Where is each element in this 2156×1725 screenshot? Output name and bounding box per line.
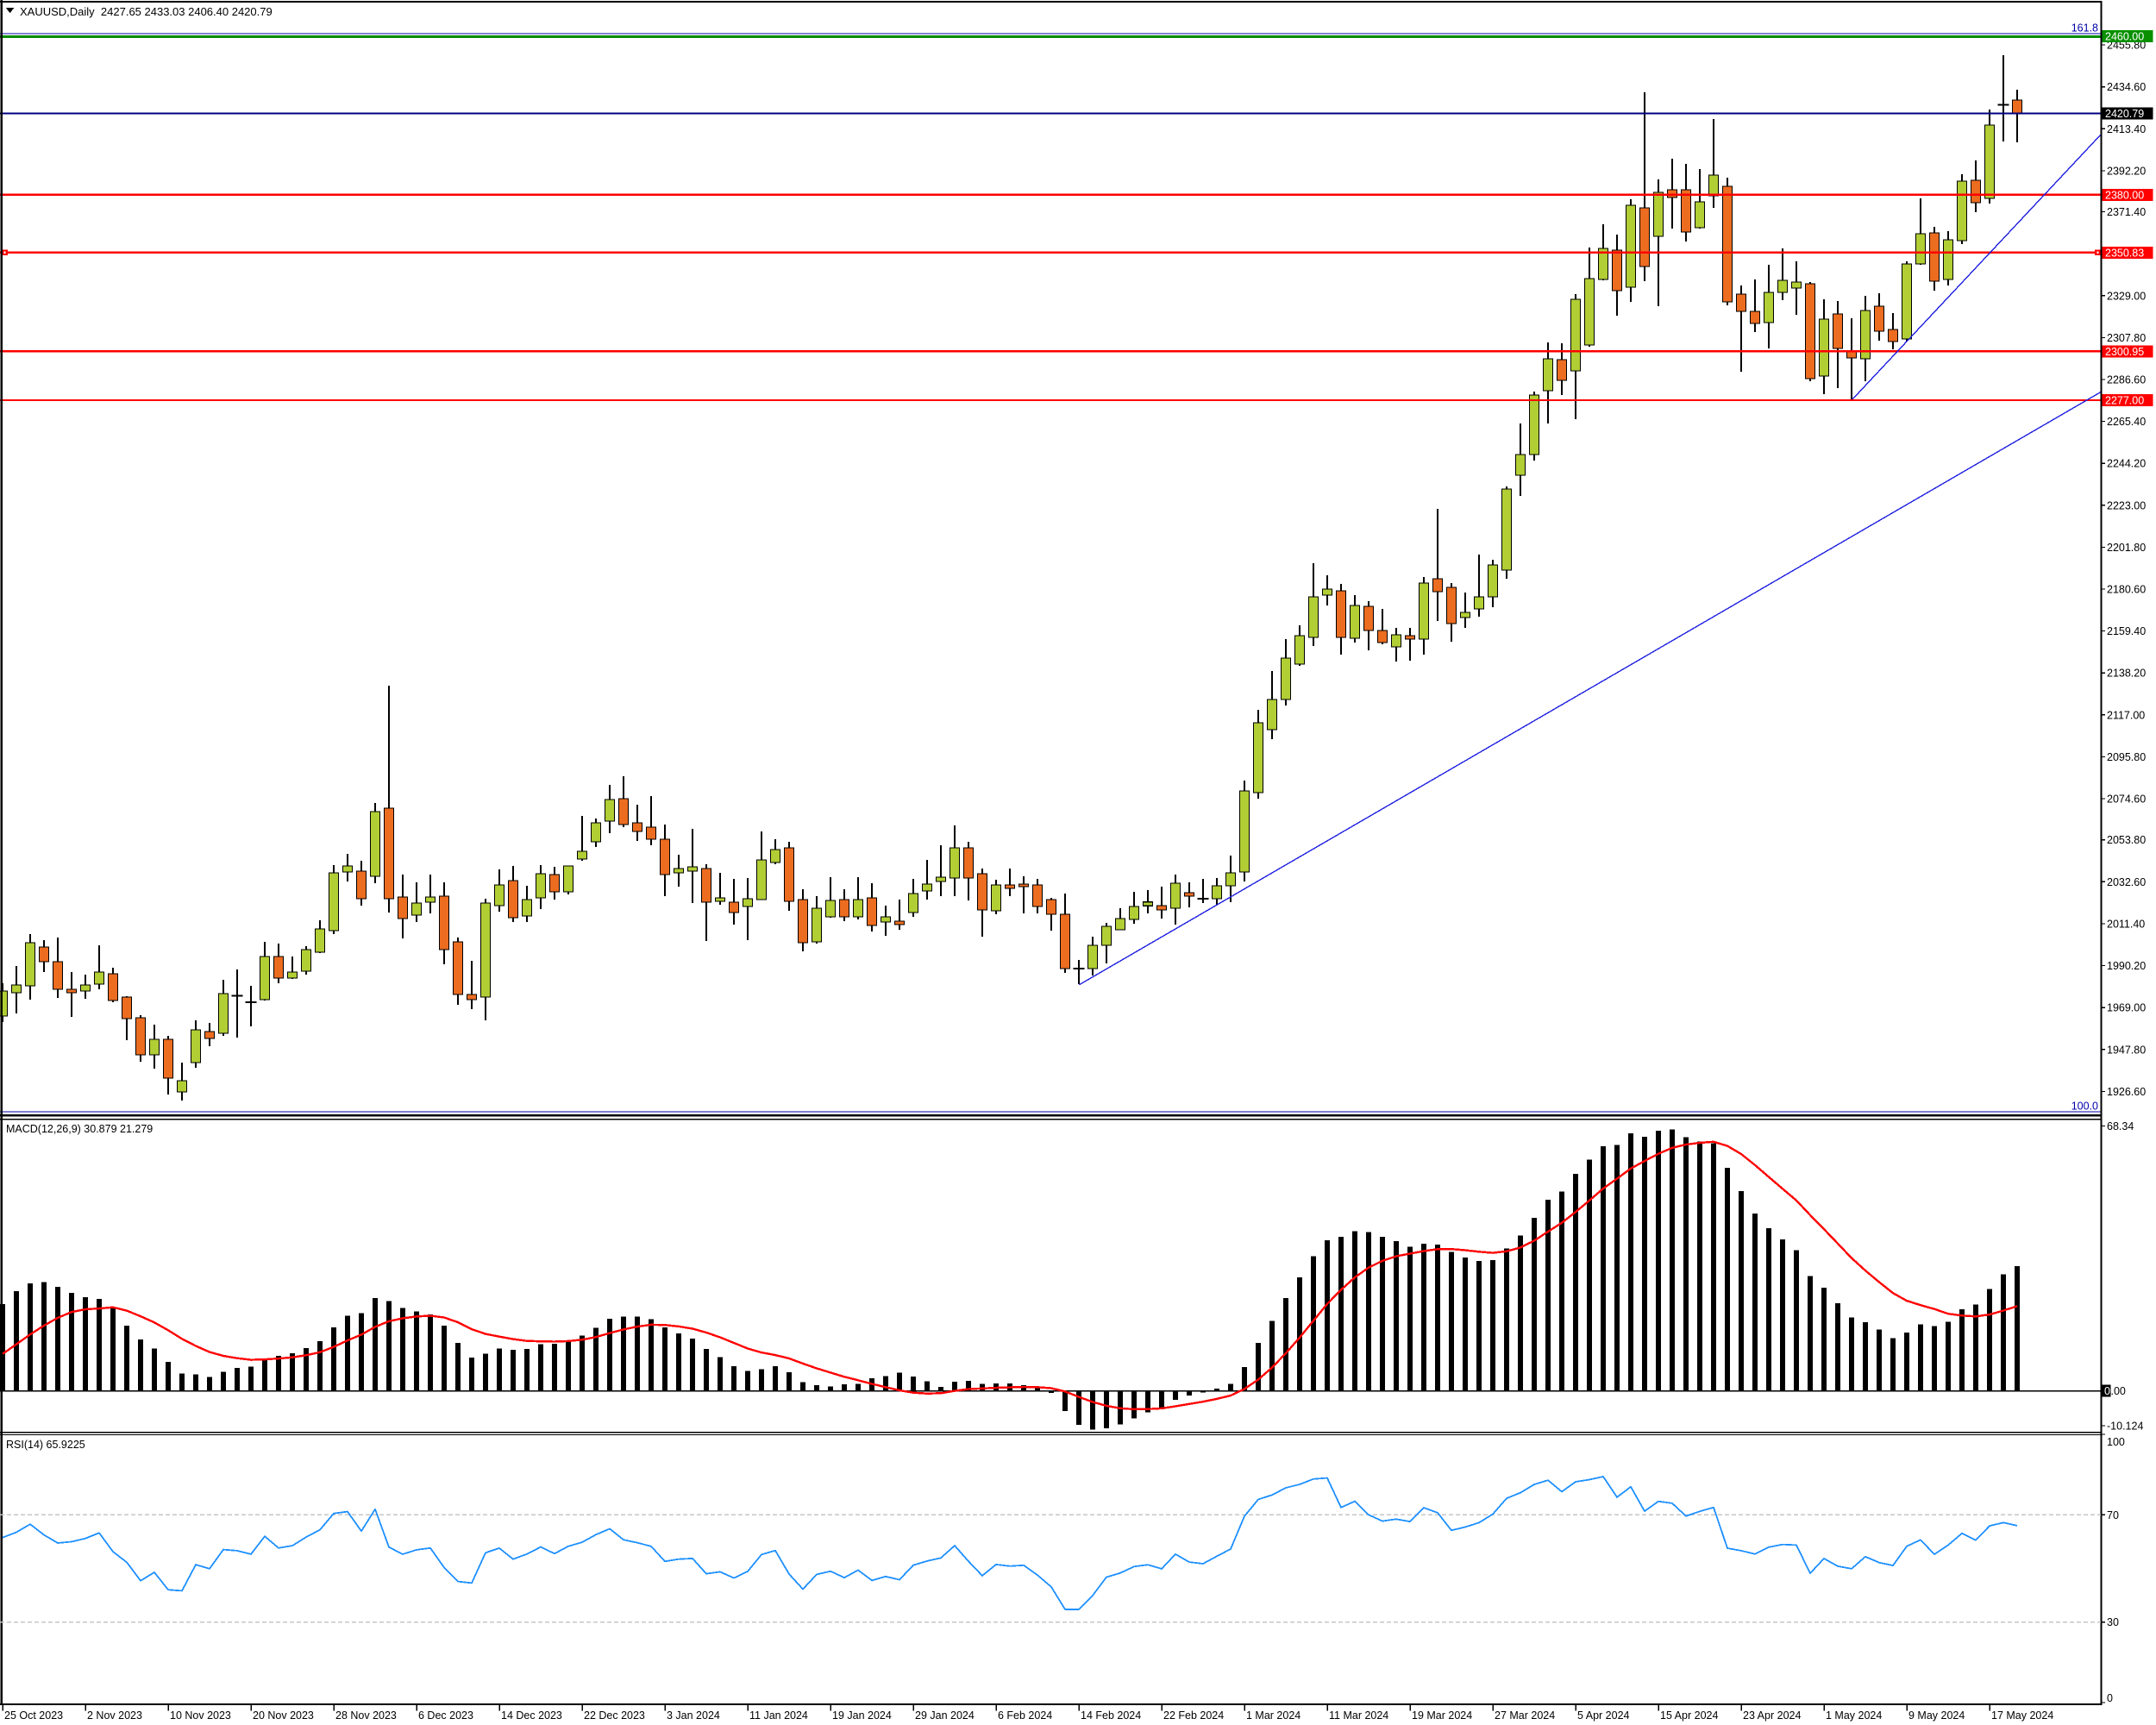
svg-text:19 Jan 2024: 19 Jan 2024 [832,1709,892,1722]
svg-text:2095.80: 2095.80 [2107,751,2146,763]
svg-text:9 May 2024: 9 May 2024 [1908,1709,1965,1722]
svg-text:2265.40: 2265.40 [2107,416,2146,428]
svg-text:70: 70 [2107,1509,2119,1521]
svg-text:2223.00: 2223.00 [2107,499,2146,511]
svg-text:0: 0 [2107,1692,2113,1704]
svg-text:10 Nov 2023: 10 Nov 2023 [170,1709,231,1722]
svg-text:2286.60: 2286.60 [2107,374,2146,386]
svg-text:RSI(14) 65.9225: RSI(14) 65.9225 [6,1439,85,1451]
svg-text:2329.00: 2329.00 [2107,290,2146,302]
svg-text:11 Mar 2024: 11 Mar 2024 [1329,1709,1388,1722]
svg-text:2380.00: 2380.00 [2105,189,2144,201]
svg-text:161.8: 161.8 [2071,22,2098,34]
svg-text:1969.00: 1969.00 [2107,1002,2146,1014]
svg-text:23 Apr 2024: 23 Apr 2024 [1743,1709,1801,1722]
svg-text:2350.83: 2350.83 [2105,247,2144,259]
svg-text:2201.80: 2201.80 [2107,542,2146,554]
svg-text:14 Feb 2024: 14 Feb 2024 [1081,1709,1141,1722]
svg-text:17 May 2024: 17 May 2024 [1991,1709,2053,1722]
svg-text:20 Nov 2023: 20 Nov 2023 [253,1709,314,1722]
svg-text:2413.40: 2413.40 [2107,123,2146,135]
svg-text:-10.124: -10.124 [2107,1421,2143,1433]
svg-text:2460.00: 2460.00 [2105,31,2144,43]
svg-text:2032.60: 2032.60 [2107,876,2146,888]
svg-text:11 Jan 2024: 11 Jan 2024 [749,1709,808,1722]
svg-text:2159.40: 2159.40 [2107,625,2146,637]
svg-text:2074.60: 2074.60 [2107,794,2146,806]
svg-text:2277.00: 2277.00 [2105,394,2144,406]
svg-text:3 Jan 2024: 3 Jan 2024 [667,1709,720,1722]
svg-text:2244.20: 2244.20 [2107,458,2146,470]
svg-text:2138.20: 2138.20 [2107,668,2146,680]
svg-text:25 Oct 2023: 25 Oct 2023 [4,1709,63,1722]
svg-text:XAUUSD,Daily 2427.65 2433.03: XAUUSD,Daily 2427.65 2433.03 2406.40 242… [20,5,273,18]
svg-text:2455.80: 2455.80 [2107,40,2146,52]
svg-text:1947.80: 1947.80 [2107,1044,2146,1056]
svg-text:2371.40: 2371.40 [2107,206,2146,218]
svg-text:1926.60: 1926.60 [2107,1086,2146,1098]
svg-text:2053.80: 2053.80 [2107,834,2146,846]
svg-text:1 May 2024: 1 May 2024 [1826,1709,1882,1722]
svg-text:19 Mar 2024: 19 Mar 2024 [1412,1709,1472,1722]
svg-text:100.0: 100.0 [2071,1101,2098,1113]
svg-text:5 Apr 2024: 5 Apr 2024 [1577,1709,1630,1722]
svg-text:28 Nov 2023: 28 Nov 2023 [335,1709,397,1722]
svg-text:6 Feb 2024: 6 Feb 2024 [998,1709,1052,1722]
svg-text:2300.95: 2300.95 [2105,346,2144,358]
svg-text:6 Dec 2023: 6 Dec 2023 [418,1709,473,1722]
svg-text:22 Dec 2023: 22 Dec 2023 [584,1709,645,1722]
svg-text:2011.40: 2011.40 [2107,918,2145,930]
svg-text:27 Mar 2024: 27 Mar 2024 [1495,1709,1555,1722]
svg-text:2392.20: 2392.20 [2107,165,2146,177]
svg-text:68.34: 68.34 [2107,1120,2134,1132]
svg-text:30: 30 [2107,1616,2119,1628]
svg-text:2420.79: 2420.79 [2105,108,2144,120]
svg-text:2434.60: 2434.60 [2107,81,2146,93]
svg-text:0: 0 [2104,1385,2110,1397]
svg-text:29 Jan 2024: 29 Jan 2024 [915,1709,975,1722]
svg-text:1990.20: 1990.20 [2107,960,2146,972]
svg-text:2180.60: 2180.60 [2107,584,2146,596]
svg-text:15 Apr 2024: 15 Apr 2024 [1660,1709,1718,1722]
svg-text:2307.80: 2307.80 [2107,332,2146,344]
svg-text:.00: .00 [2111,1385,2126,1397]
svg-text:MACD(12,26,9) 30.879 21.279: MACD(12,26,9) 30.879 21.279 [6,1123,153,1135]
svg-text:100: 100 [2107,1436,2125,1448]
svg-text:1 Mar 2024: 1 Mar 2024 [1246,1709,1300,1722]
svg-text:22 Feb 2024: 22 Feb 2024 [1163,1709,1224,1722]
svg-text:14 Dec 2023: 14 Dec 2023 [501,1709,562,1722]
svg-text:2 Nov 2023: 2 Nov 2023 [87,1709,142,1722]
svg-text:2117.00: 2117.00 [2107,709,2145,721]
